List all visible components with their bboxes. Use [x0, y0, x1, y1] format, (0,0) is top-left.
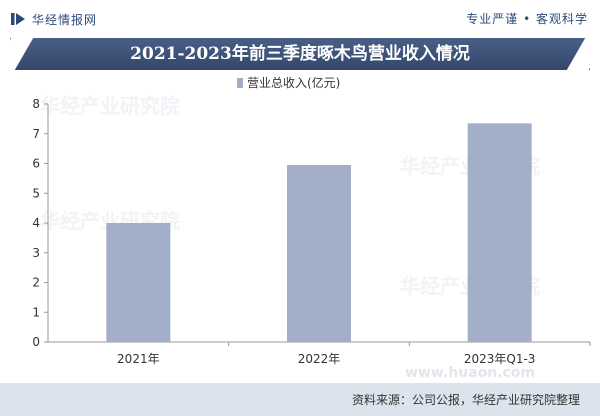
brand-name: 华经情报网 — [32, 12, 98, 27]
x-tick-label: 2022年 — [298, 352, 341, 366]
y-tick-label: 5 — [32, 186, 40, 200]
y-tick-label: 7 — [32, 127, 40, 141]
y-tick-label: 2 — [32, 276, 40, 290]
y-tick-label: 0 — [32, 335, 40, 349]
footer: 资料来源：公司公报，华经产业研究院整理 — [0, 383, 600, 416]
chart-area: 营业总收入(亿元) 0 1 2 3 4 5 6 7 8 2021年 2022年 2023年Q1-3 www… — [0, 70, 600, 382]
y-tick-label: 4 — [32, 216, 40, 230]
y-tick-label: 8 — [32, 97, 40, 111]
bar — [106, 223, 171, 342]
brand: 华经情报网 — [10, 10, 97, 28]
logo-icon — [11, 13, 25, 25]
bar — [467, 123, 532, 343]
chart-title-banner: 2021-2023年前三季度啄木鸟营业收入情况 — [10, 38, 590, 70]
y-tick-label: 3 — [32, 246, 40, 260]
top-bar: 华经情报网 专业严谨 • 客观科学 — [0, 0, 600, 36]
watermark-url: www.huaon.com — [405, 365, 535, 381]
legend-swatch — [237, 78, 243, 88]
legend-label: 营业总收入(亿元) — [247, 75, 340, 90]
y-tick-label: 6 — [32, 157, 40, 171]
chart-title: 2021-2023年前三季度啄木鸟营业收入情况 — [130, 44, 470, 64]
bar — [287, 164, 351, 342]
x-tick-label: 2021年 — [117, 352, 160, 366]
y-tick-label: 1 — [32, 305, 40, 319]
slogan: 专业严谨 • 客观科学 — [466, 12, 588, 26]
source-note: 资料来源：公司公报，华经产业研究院整理 — [351, 393, 580, 407]
bar-chart: 营业总收入(亿元) 0 1 2 3 4 5 6 7 8 2021年 2022年 2023年Q1-3www… — [32, 75, 591, 381]
x-tick-label: 2023年Q1-3 — [464, 352, 536, 366]
